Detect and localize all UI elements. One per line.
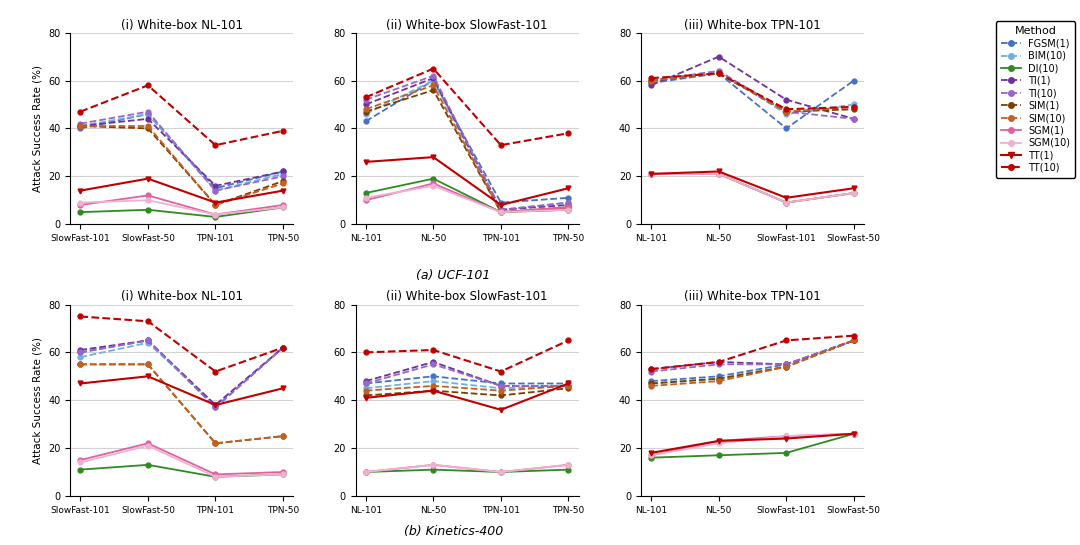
Text: (b) Kinetics-400: (b) Kinetics-400	[404, 525, 503, 538]
Title: (ii) White-box SlowFast-101: (ii) White-box SlowFast-101	[387, 290, 548, 304]
Legend: FGSM(1), BIM(10), DI(10), TI(1), TI(10), SIM(1), SIM(10), SGM(1), SGM(10), TT(1): FGSM(1), BIM(10), DI(10), TI(1), TI(10),…	[996, 21, 1075, 178]
Title: (iii) White-box TPN-101: (iii) White-box TPN-101	[684, 19, 821, 32]
Title: (i) White-box NL-101: (i) White-box NL-101	[121, 19, 243, 32]
Y-axis label: Attack Success Rate (%): Attack Success Rate (%)	[32, 337, 42, 464]
Text: (a) UCF-101: (a) UCF-101	[417, 269, 490, 282]
Title: (iii) White-box TPN-101: (iii) White-box TPN-101	[684, 290, 821, 304]
Title: (i) White-box NL-101: (i) White-box NL-101	[121, 290, 243, 304]
Title: (ii) White-box SlowFast-101: (ii) White-box SlowFast-101	[387, 19, 548, 32]
Y-axis label: Attack Success Rate (%): Attack Success Rate (%)	[32, 65, 42, 192]
